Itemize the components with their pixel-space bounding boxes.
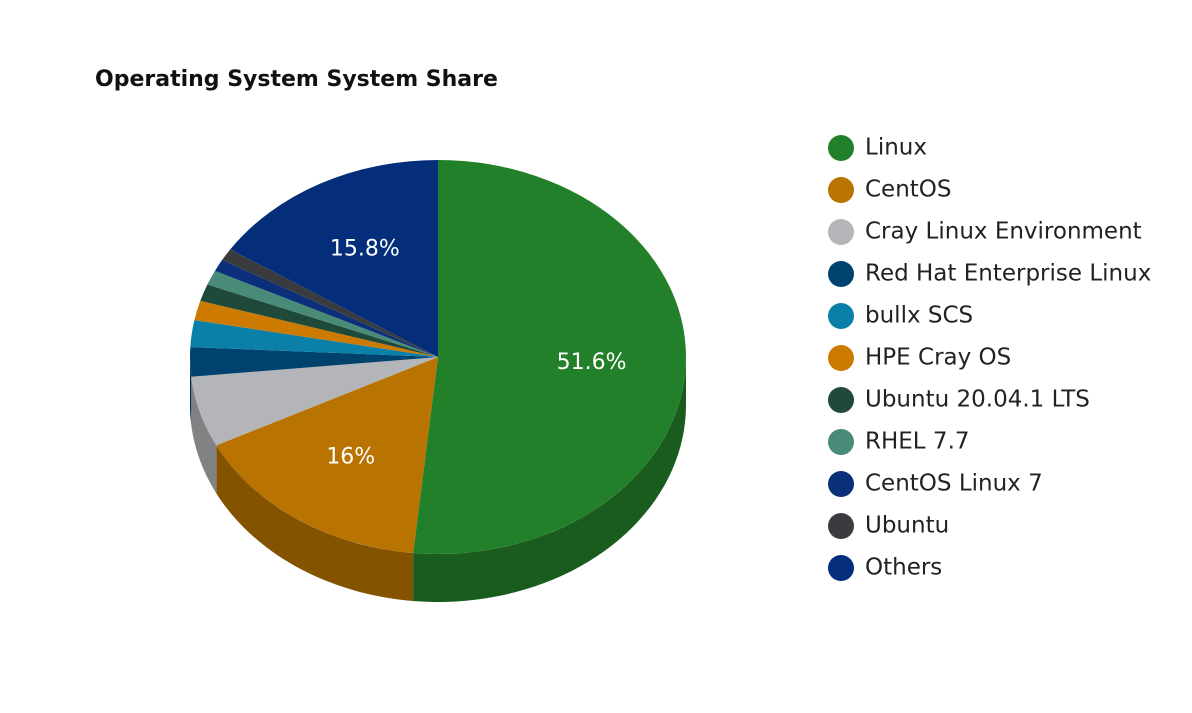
slice [413,160,686,554]
legend-label: Red Hat Enterprise Linux [865,261,1151,287]
legend-swatch [828,513,854,539]
slice [214,259,438,357]
legend-swatch [828,219,854,245]
legend-swatch [828,471,854,497]
slice [207,270,438,357]
legend-label: Ubuntu [865,513,949,539]
slice [216,357,438,554]
legend-label: HPE Cray OS [865,345,1011,371]
data-label: 15.8% [330,237,400,262]
legend-swatch [828,177,854,203]
legend-label: CentOS Linux 7 [865,471,1043,497]
legend-label: RHEL 7.7 [865,429,970,455]
legend-swatch [828,555,854,581]
legend-swatch [828,345,854,371]
legend-label: CentOS [865,177,952,203]
slice [230,160,438,357]
slice-side [190,357,192,425]
legend-swatch [828,261,854,287]
data-label: 51.6% [557,350,627,375]
slice [222,249,438,357]
slice-side [216,445,414,602]
slice [190,320,438,357]
legend-swatch [828,135,854,161]
slice [191,357,438,446]
legend-label: Linux [865,135,927,161]
legend-label: bullx SCS [865,303,973,329]
legend: Linux CentOS Cray Linux Environment Red Hat… [828,135,1151,581]
slice-side [191,376,217,494]
chart-title: Operating System System Share [95,67,498,92]
slice [200,284,438,357]
legend-label: Ubuntu 20.04.1 LTS [865,387,1090,413]
data-label: 16% [326,445,375,470]
legend-label: Cray Linux Environment [865,219,1142,245]
pie: 51.6% 16% 15.8% [190,160,686,602]
slice [190,347,438,377]
legend-swatch [828,429,854,455]
legend-swatch [828,387,854,413]
legend-label: Others [865,555,942,581]
legend-swatch [828,303,854,329]
slice [194,300,438,357]
slice-side [413,357,686,602]
